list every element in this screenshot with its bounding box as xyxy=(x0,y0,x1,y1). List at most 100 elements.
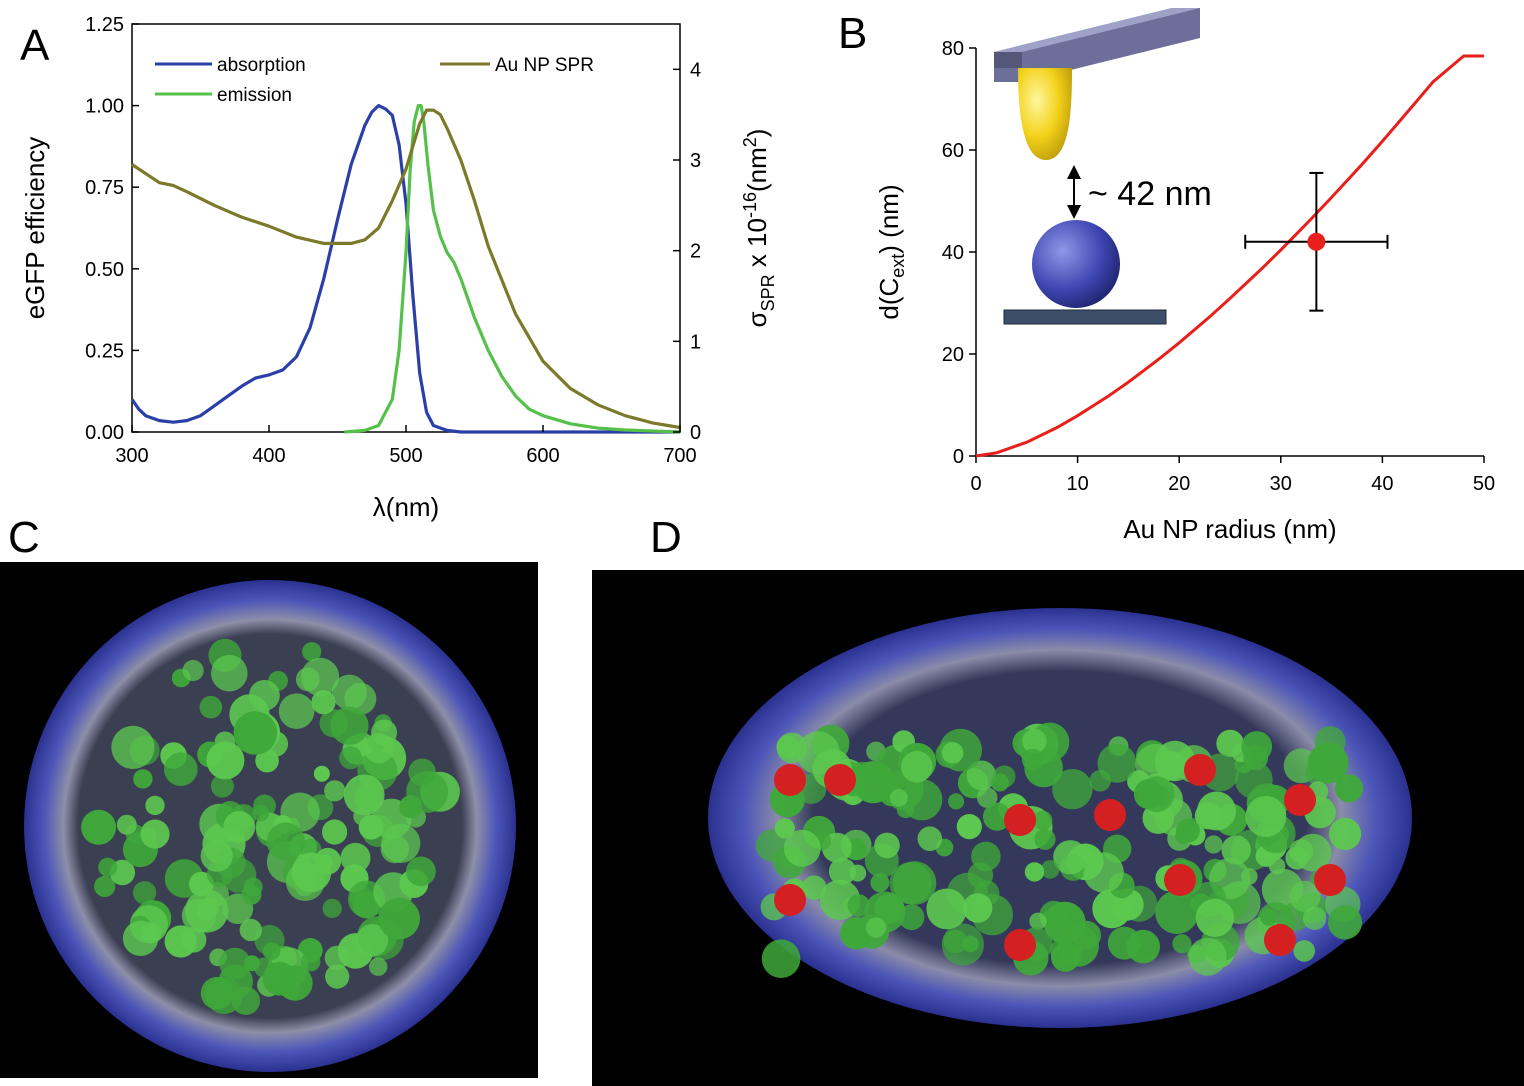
protein-blob xyxy=(322,898,342,919)
protein-blob xyxy=(828,857,857,886)
protein-blob xyxy=(133,881,157,905)
protein-blob xyxy=(1245,796,1287,837)
protein-blob xyxy=(983,802,1012,831)
chart-a-ytick-label: 1.00 xyxy=(85,96,124,118)
protein-blob xyxy=(783,829,821,867)
protein-blob xyxy=(266,822,305,861)
protein-blob xyxy=(241,884,262,905)
protein-blob xyxy=(280,792,320,832)
protein-blob xyxy=(889,862,932,905)
protein-blob xyxy=(1307,742,1349,784)
distance-annotation: ~ 42 nm xyxy=(1088,175,1212,213)
protein-blob xyxy=(1204,835,1223,854)
protein-blob xyxy=(140,819,170,849)
protein-blob xyxy=(182,659,204,682)
protein-blob xyxy=(1197,791,1236,831)
accent-protein-blob xyxy=(1164,864,1196,896)
accent-protein-blob xyxy=(774,764,806,796)
chart-a-xtick-label: 600 xyxy=(526,445,559,467)
protein-blob xyxy=(948,793,965,810)
protein-blob xyxy=(116,814,137,835)
protein-blob xyxy=(302,642,322,662)
protein-blob xyxy=(1053,840,1088,875)
accent-protein-blob xyxy=(1264,924,1296,956)
chart-b-ylabel: d(Cext) (nm) xyxy=(874,184,908,319)
protein-blob xyxy=(322,819,348,845)
nanoparticle xyxy=(1032,220,1120,308)
chart-a-ytick-label: 0.75 xyxy=(85,177,124,199)
protein-blob xyxy=(1033,810,1053,831)
protein-blob xyxy=(1089,770,1111,792)
chart-b: 0 10 20 30 40 50 0 20 40 60 80 Au NP radius (nm) d… xyxy=(874,8,1495,544)
series-line-absorption xyxy=(130,104,680,434)
chart-a-ytick-label: 0.50 xyxy=(85,259,124,281)
chart-b-xtick-label: 0 xyxy=(970,473,981,495)
protein-blob xyxy=(1155,890,1199,934)
protein-blob xyxy=(1243,745,1269,771)
protein-blob xyxy=(353,807,371,826)
chart-a: 300 400 500 600 700 0.00 0.25 0.50 0.75 1.00 1.25 0… xyxy=(20,14,778,522)
protein-blob xyxy=(181,898,217,933)
protein-blob xyxy=(301,657,340,697)
protein-blob xyxy=(343,774,385,816)
accent-protein-blob xyxy=(774,884,806,916)
chart-b-xtick-label: 30 xyxy=(1270,473,1292,495)
chart-a-ytick-right-label: 0 xyxy=(690,422,701,444)
protein-blob xyxy=(1083,852,1124,893)
core-proteins-c xyxy=(81,638,460,1015)
protein-blob xyxy=(1175,818,1200,843)
chart-b-ytick-label: 80 xyxy=(942,38,964,60)
protein-blob xyxy=(278,693,315,729)
protein-blob xyxy=(145,795,165,816)
protein-blob xyxy=(199,695,223,719)
protein-blob xyxy=(406,856,436,887)
protein-blob xyxy=(1221,835,1251,865)
protein-blob xyxy=(1107,926,1141,960)
protein-blob xyxy=(1029,912,1047,930)
accent-protein-blob xyxy=(824,764,856,796)
chart-a-xtick-label: 400 xyxy=(252,445,285,467)
protein-blob xyxy=(311,690,336,715)
protein-blob xyxy=(313,765,330,782)
protein-blob xyxy=(1289,839,1314,864)
protein-blob xyxy=(1195,898,1234,938)
protein-blob xyxy=(901,751,933,783)
protein-blob xyxy=(1172,934,1192,954)
protein-blob xyxy=(941,742,964,764)
protein-blob xyxy=(111,725,155,770)
chart-b-xlabel: Au NP radius (nm) xyxy=(1123,514,1336,544)
protein-blob xyxy=(1335,774,1364,803)
protein-blob xyxy=(81,809,117,845)
render-d xyxy=(592,570,1524,1086)
protein-blob xyxy=(1329,817,1362,851)
series-line-radius-curve xyxy=(975,54,1484,458)
chart-a-xtick-label: 500 xyxy=(389,445,422,467)
chart-b-xtick-label: 10 xyxy=(1066,473,1088,495)
protein-blob xyxy=(380,834,409,864)
protein-blob xyxy=(254,957,275,978)
chart-a-xlabel: λ(nm) xyxy=(373,492,439,522)
protein-blob xyxy=(340,842,371,873)
protein-blob xyxy=(339,746,363,770)
protein-blob xyxy=(956,814,982,840)
protein-blob xyxy=(133,769,153,789)
substrate xyxy=(1003,309,1167,325)
protein-blob xyxy=(223,811,256,843)
protein-blob xyxy=(926,888,968,930)
accent-protein-blob xyxy=(1184,754,1216,786)
protein-blob xyxy=(355,924,389,957)
panel-letter-c: C xyxy=(8,513,40,562)
protein-blob xyxy=(140,922,162,944)
protein-blob xyxy=(369,957,388,976)
data-point xyxy=(1307,232,1326,251)
protein-blob xyxy=(976,787,998,808)
protein-blob xyxy=(966,760,997,791)
protein-blob xyxy=(262,942,281,960)
protein-blob xyxy=(200,839,233,872)
protein-blob xyxy=(239,918,262,942)
protein-blob xyxy=(802,875,827,900)
chart-b-ytick-label: 60 xyxy=(942,140,964,162)
accent-protein-blob xyxy=(1094,799,1126,831)
legend-label-emission: emission xyxy=(217,85,292,106)
